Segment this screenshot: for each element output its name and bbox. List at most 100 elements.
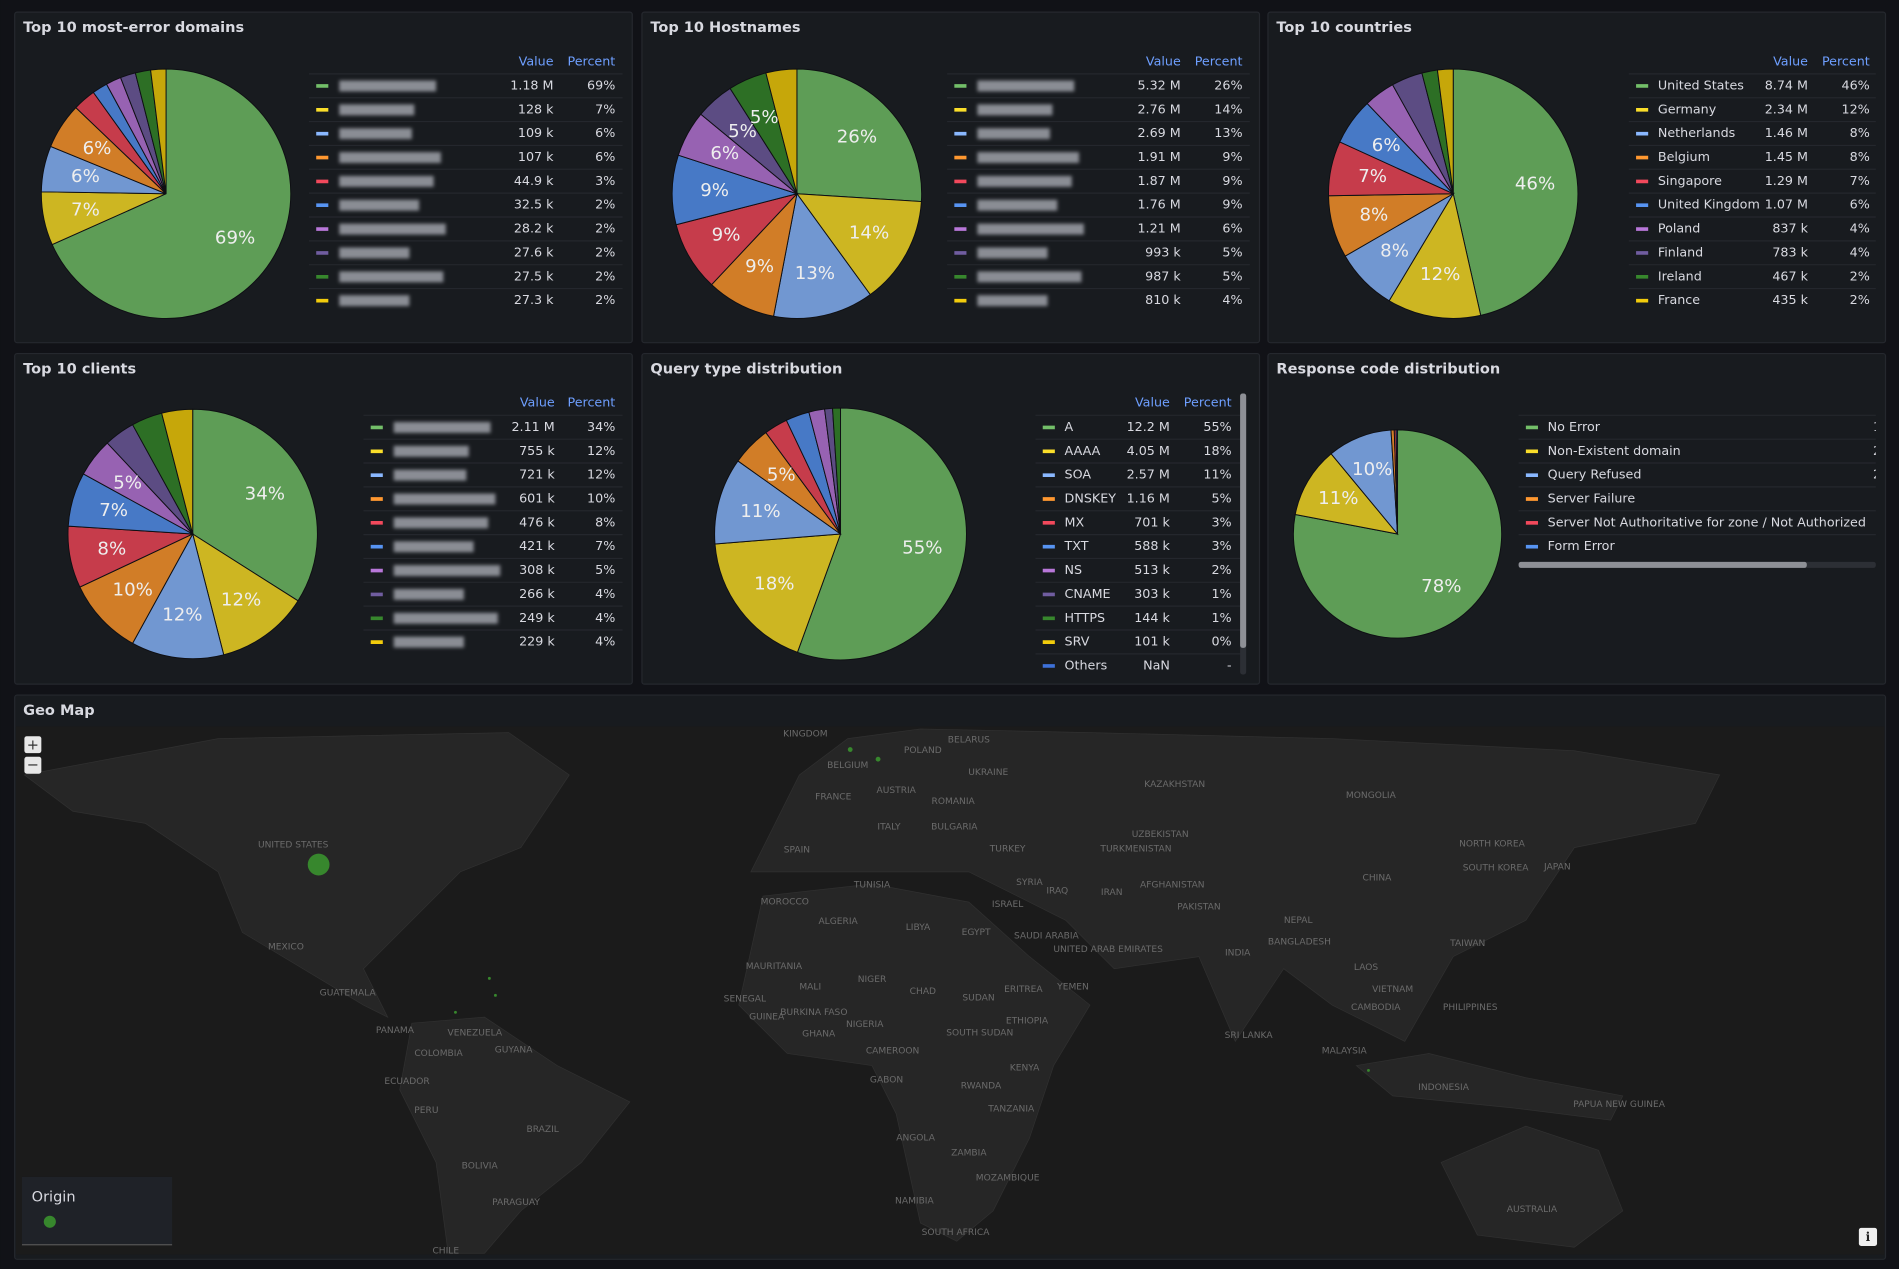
map-label: SPAIN bbox=[784, 846, 810, 856]
legend-header: Value bbox=[1773, 53, 1808, 68]
slice-label: 14% bbox=[849, 222, 889, 243]
redacted-name bbox=[977, 128, 1051, 140]
legend-value: 837 k bbox=[1772, 221, 1808, 236]
legend-percent: 7% bbox=[595, 101, 615, 116]
map-label: INDIA bbox=[1225, 948, 1251, 958]
info-icon[interactable]: i bbox=[1866, 1230, 1871, 1244]
legend-percent: 4% bbox=[1850, 221, 1870, 236]
origin-point bbox=[1367, 1068, 1370, 1072]
legend-percent: 8% bbox=[1850, 125, 1870, 140]
redacted-name bbox=[393, 588, 464, 600]
legend-percent: 46% bbox=[1842, 77, 1870, 92]
legend-header: Value bbox=[1146, 53, 1181, 68]
slice-label: 18% bbox=[754, 573, 794, 594]
slice-label: 7% bbox=[1358, 166, 1387, 187]
map-label: ANGOLA bbox=[896, 1134, 935, 1144]
legend-value: 2.57 M bbox=[1127, 467, 1170, 482]
redacted-name bbox=[339, 128, 412, 140]
scrollbar-thumb bbox=[1518, 561, 1807, 568]
slice-label: 78% bbox=[1421, 576, 1461, 597]
map-label: KAZAKHSTAN bbox=[1144, 780, 1205, 790]
map-label: MAURITANIA bbox=[746, 962, 803, 972]
pie-slice bbox=[51, 68, 292, 319]
map-label: RWANDA bbox=[961, 1082, 1002, 1092]
map-label: TUNISIA bbox=[853, 881, 891, 891]
slice-label: 9% bbox=[712, 225, 741, 246]
slice-label: 13% bbox=[795, 263, 835, 284]
map-label: YEMEN bbox=[1056, 982, 1089, 992]
geo-map-panel: Geo Map KINGDOM BELARUS POLAND BELGIUM UKRAI… bbox=[14, 694, 1887, 1260]
map-label: ISRAEL bbox=[992, 900, 1024, 910]
legend-percent: 6% bbox=[595, 149, 615, 164]
legend-percent: 7% bbox=[1850, 173, 1870, 188]
legend-value: 266 k bbox=[519, 586, 555, 601]
zoom-in-button[interactable]: + bbox=[24, 736, 42, 754]
origin-point bbox=[307, 853, 330, 876]
map-label: TURKMENISTAN bbox=[1099, 844, 1171, 854]
legend-name: Ireland bbox=[1658, 268, 1702, 283]
slice-label: 5% bbox=[113, 473, 142, 494]
slice-label: 6% bbox=[71, 166, 100, 187]
continent bbox=[1440, 1125, 1624, 1248]
legend-name: Belgium bbox=[1658, 149, 1710, 164]
legend-value: 435 k bbox=[1772, 292, 1808, 307]
legend-value: 308 k bbox=[519, 562, 555, 577]
map-label: UKRAINE bbox=[968, 768, 1008, 778]
redacted-name bbox=[339, 104, 415, 116]
legend-value: 32.5 k bbox=[514, 197, 554, 212]
legend-percent: 34% bbox=[587, 419, 615, 434]
zoom-out-button[interactable]: − bbox=[24, 756, 42, 774]
map-label: UZBEKISTAN bbox=[1132, 830, 1189, 840]
legend-value: 107 k bbox=[518, 149, 554, 164]
slice-label: 5% bbox=[767, 465, 796, 486]
legend-value: 601 k bbox=[519, 491, 555, 506]
zoom-in-box[interactable] bbox=[24, 736, 42, 754]
map-label: ALGERIA bbox=[818, 917, 858, 927]
map-label: SOUTH AFRICA bbox=[922, 1228, 991, 1238]
redacted-name bbox=[339, 295, 410, 307]
legend-value: 144 k bbox=[1134, 610, 1170, 625]
legend-percent: 11% bbox=[1203, 467, 1231, 482]
redacted-name bbox=[339, 247, 410, 259]
map-label: KINGDOM bbox=[783, 729, 827, 739]
legend-percent: 69% bbox=[587, 77, 615, 92]
legend-header: Value bbox=[520, 395, 555, 410]
redacted-name bbox=[393, 421, 491, 433]
panel-title: Geo Map bbox=[23, 703, 94, 719]
slice-label: 12% bbox=[162, 605, 202, 626]
slice-label: 7% bbox=[99, 500, 128, 521]
zoom-out-box[interactable] bbox=[24, 756, 42, 774]
slice-label: 55% bbox=[902, 537, 942, 558]
zoom-in-label[interactable]: + bbox=[27, 737, 39, 753]
info-button[interactable] bbox=[1858, 1227, 1878, 1246]
legend-value: 993 k bbox=[1145, 244, 1181, 259]
pie-panel: Top 10 Hostnames26%14%13%9%9%9%6%5%5%Val… bbox=[641, 11, 1261, 344]
legend-value: 721 k bbox=[519, 467, 555, 482]
legend-name: Server Not Authoritative for zone / Not … bbox=[1548, 514, 1866, 529]
legend-percent: 26% bbox=[1214, 77, 1242, 92]
map-label: ROMANIA bbox=[932, 797, 976, 807]
panel-title: Response code distribution bbox=[1276, 361, 1500, 377]
legend-value: 588 k bbox=[1134, 538, 1170, 553]
redacted-name bbox=[393, 565, 501, 577]
map-label: ETHIOPIA bbox=[1006, 1016, 1049, 1026]
slice-label: 10% bbox=[1352, 459, 1392, 480]
map-label: BRAZIL bbox=[526, 1125, 559, 1135]
zoom-out-label[interactable]: − bbox=[27, 757, 39, 773]
legend-header: Value bbox=[519, 53, 554, 68]
map-label: BOLIVIA bbox=[462, 1162, 499, 1172]
legend-value: 44.9 k bbox=[514, 173, 554, 188]
legend-name: Others bbox=[1065, 657, 1108, 672]
legend-value: 249 k bbox=[519, 610, 555, 625]
legend-value: 513 k bbox=[1134, 562, 1170, 577]
legend-percent: 2% bbox=[1850, 268, 1870, 283]
map-label: TAIWAN bbox=[1449, 939, 1485, 949]
legend-header: Percent bbox=[567, 53, 615, 68]
map-label: NIGER bbox=[858, 975, 887, 985]
legend-percent: 5% bbox=[595, 562, 615, 577]
scrollbar-thumb bbox=[1240, 393, 1247, 648]
map-label: KENYA bbox=[1010, 1063, 1040, 1073]
legend-name: HTTPS bbox=[1065, 610, 1106, 625]
legend-value: 755 k bbox=[519, 443, 555, 458]
slice-label: 6% bbox=[83, 138, 112, 159]
